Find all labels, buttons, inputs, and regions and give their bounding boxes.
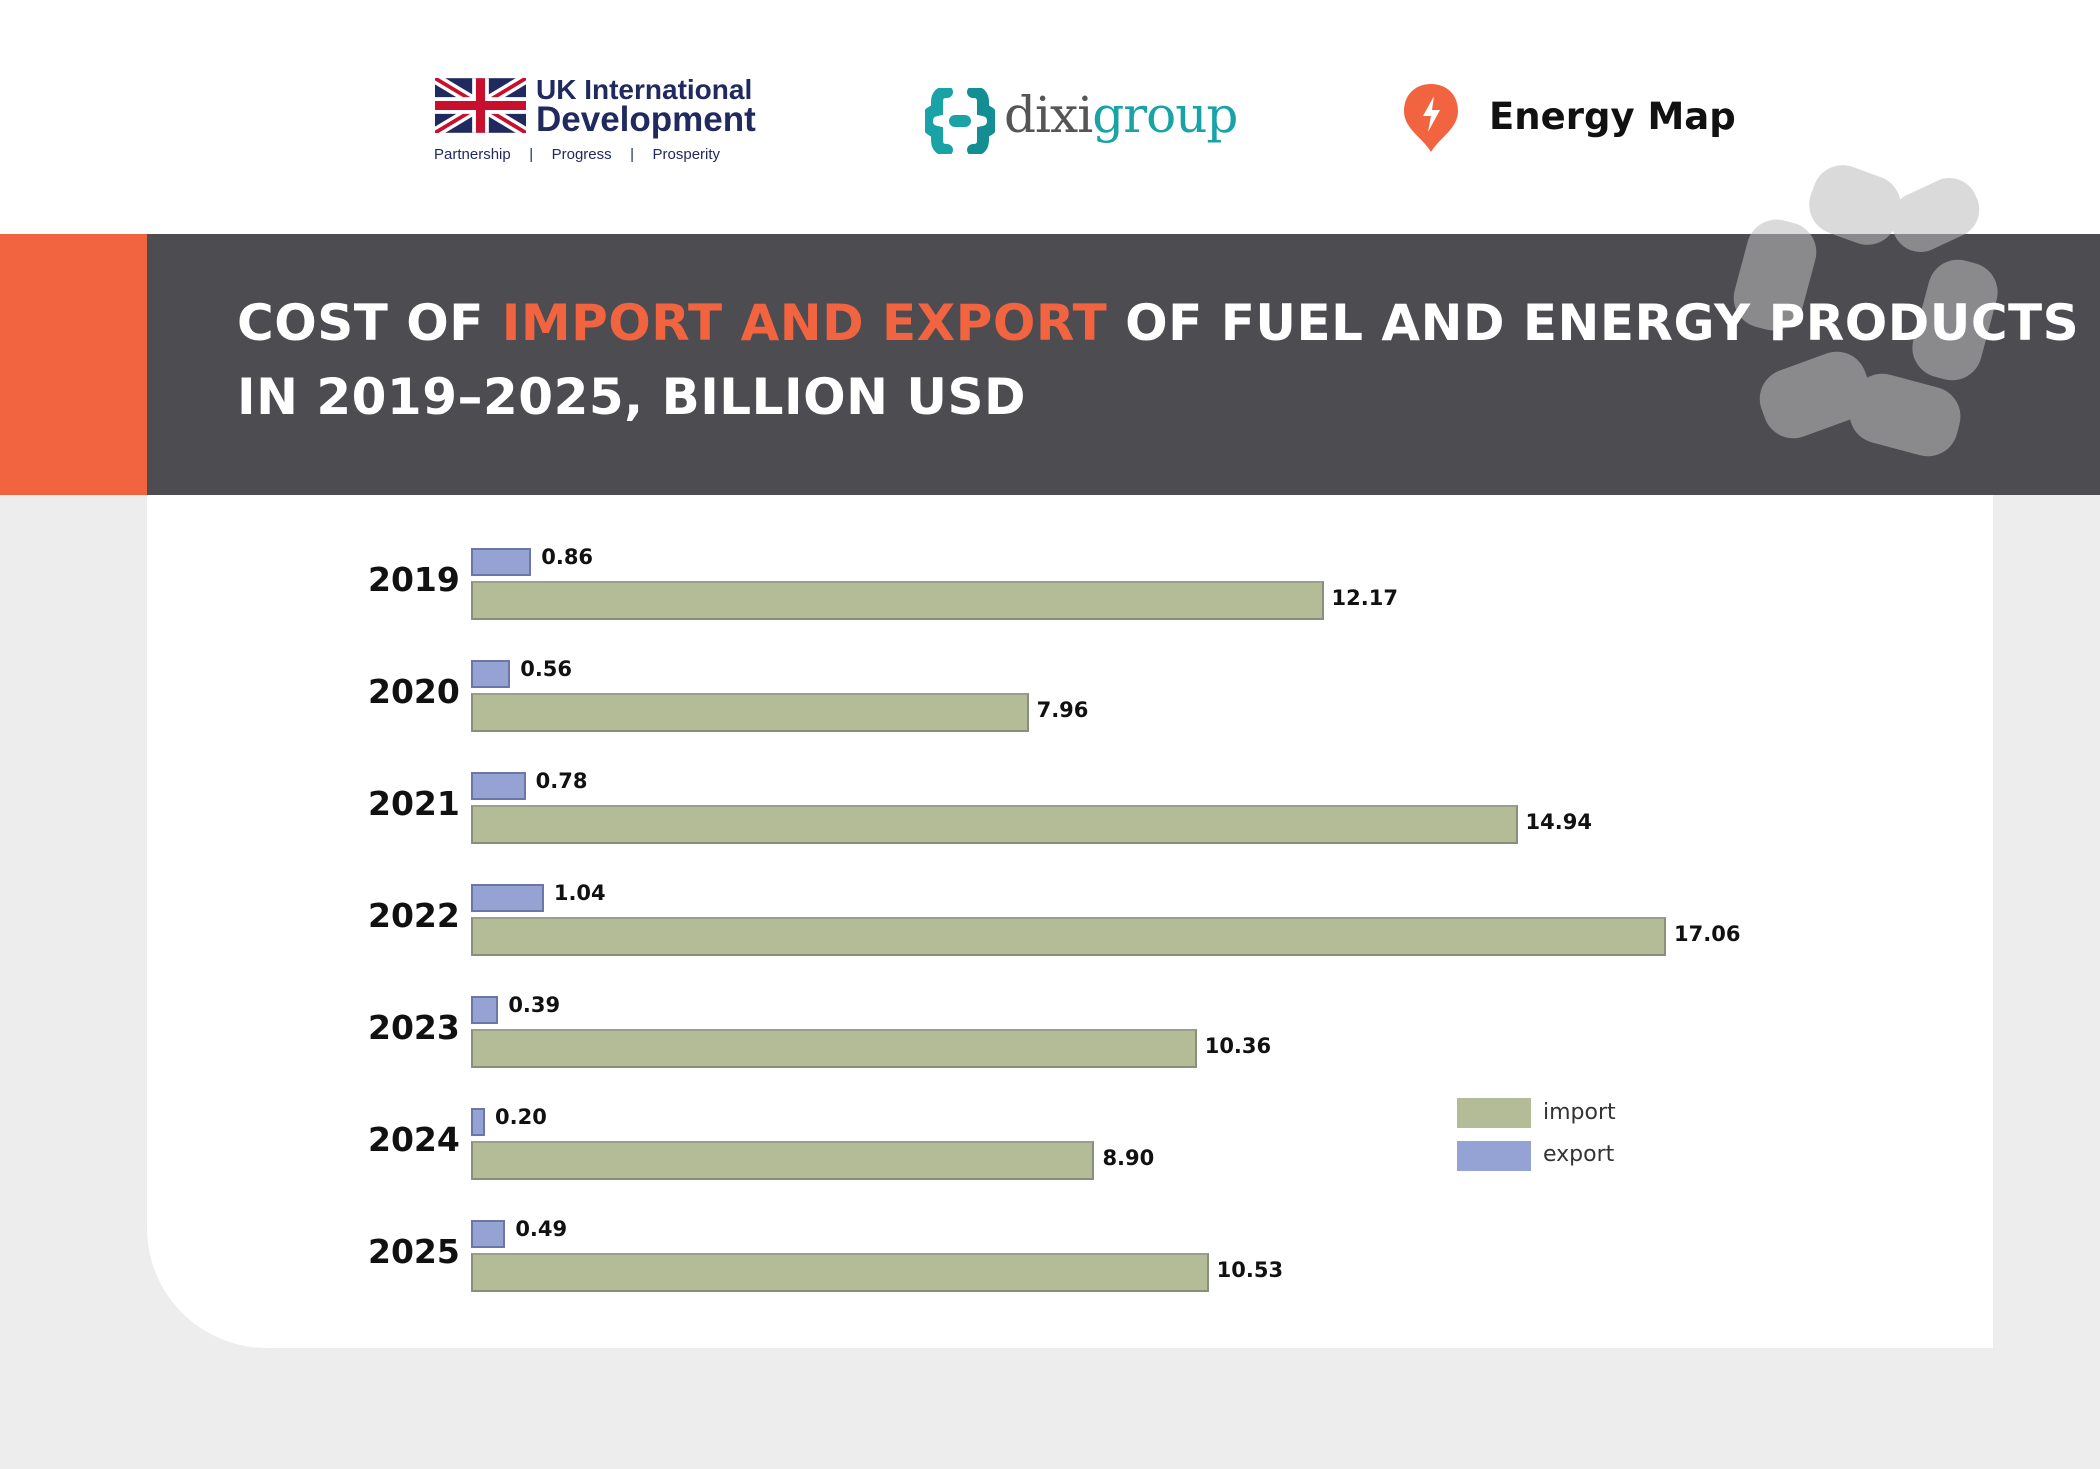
export-bar-2020 <box>471 660 511 688</box>
export-value-label-2023: 0.39 <box>508 993 561 1017</box>
energy-map-pin-icon <box>1404 84 1458 152</box>
chart-title: COST OF IMPORT AND EXPORT OF FUEL AND EN… <box>237 286 2079 434</box>
year-label-2020: 2020 <box>368 672 460 711</box>
import-value-label-2019: 12.17 <box>1331 586 1398 610</box>
title-line-2: IN 2019–2025, BILLION USD <box>237 368 1026 426</box>
legend-label-import: import <box>1543 1100 1616 1125</box>
uk-logo-tagline: Partnership | Progress | Prosperity <box>434 146 721 163</box>
import-bar-2019 <box>471 581 1324 620</box>
import-value-label-2023: 10.36 <box>1204 1034 1272 1058</box>
energy-map-logo-text: Energy Map <box>1489 95 1736 138</box>
title-line-1: COST OF IMPORT AND EXPORT OF FUEL AND EN… <box>237 286 2079 360</box>
export-bar-2021 <box>471 772 526 800</box>
title-part2: OF FUEL AND ENERGY PRODUCTS <box>1107 294 2080 352</box>
export-bar-2024 <box>471 1108 485 1136</box>
export-value-label-2020: 0.56 <box>520 657 573 681</box>
year-label-2021: 2021 <box>368 784 460 823</box>
import-bar-2020 <box>471 693 1029 732</box>
legend-label-export: export <box>1543 1142 1615 1167</box>
title-part1: COST OF <box>237 294 502 352</box>
uk-flag-icon <box>435 78 526 133</box>
import-bar-2021 <box>471 805 1518 844</box>
year-label-2023: 2023 <box>368 1008 460 1047</box>
accent-block <box>0 234 147 495</box>
export-bar-2019 <box>471 548 532 576</box>
uk-logo-line2: Development <box>536 100 756 139</box>
year-label-2024: 2024 <box>368 1120 460 1159</box>
logo-bar <box>0 0 2100 234</box>
legend-swatch-import <box>1457 1098 1531 1128</box>
year-label-2019: 2019 <box>368 560 460 599</box>
export-bar-2025 <box>471 1220 506 1248</box>
year-label-2025: 2025 <box>368 1232 460 1271</box>
import-bar-2025 <box>471 1253 1209 1292</box>
export-value-label-2019: 0.86 <box>541 545 594 569</box>
import-bar-2024 <box>471 1141 1095 1180</box>
dixigroup-logo-text: dixigroup <box>1004 86 1238 144</box>
export-value-label-2021: 0.78 <box>535 769 588 793</box>
title-highlight: IMPORT AND EXPORT <box>501 294 1108 352</box>
export-value-label-2022: 1.04 <box>553 881 606 905</box>
dixigroup-logo-part1: dixi <box>1004 86 1093 144</box>
decorative-dixi-shape <box>1733 165 1998 457</box>
export-bar-2023 <box>471 996 499 1024</box>
export-value-label-2024: 0.20 <box>495 1105 547 1129</box>
import-value-label-2022: 17.06 <box>1674 922 1741 946</box>
export-value-label-2025: 0.49 <box>515 1217 568 1241</box>
dixigroup-logo-icon <box>925 88 995 154</box>
import-bar-2022 <box>471 917 1667 956</box>
import-value-label-2025: 10.53 <box>1216 1258 1284 1282</box>
import-value-label-2020: 7.96 <box>1036 698 1089 722</box>
export-bar-2022 <box>471 884 544 912</box>
dixigroup-logo-part2: group <box>1092 86 1238 144</box>
import-bar-2023 <box>471 1029 1197 1068</box>
import-value-label-2021: 14.94 <box>1525 810 1592 834</box>
legend-swatch-export <box>1457 1141 1531 1171</box>
uk-logo-line1: UK International <box>536 74 753 105</box>
import-value-label-2024: 8.90 <box>1102 1146 1155 1170</box>
year-label-2022: 2022 <box>368 896 460 935</box>
